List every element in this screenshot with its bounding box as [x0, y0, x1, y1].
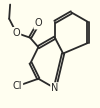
- Text: O: O: [34, 18, 42, 29]
- Text: N: N: [51, 83, 58, 93]
- Text: O: O: [13, 28, 20, 38]
- Text: Cl: Cl: [13, 81, 22, 91]
